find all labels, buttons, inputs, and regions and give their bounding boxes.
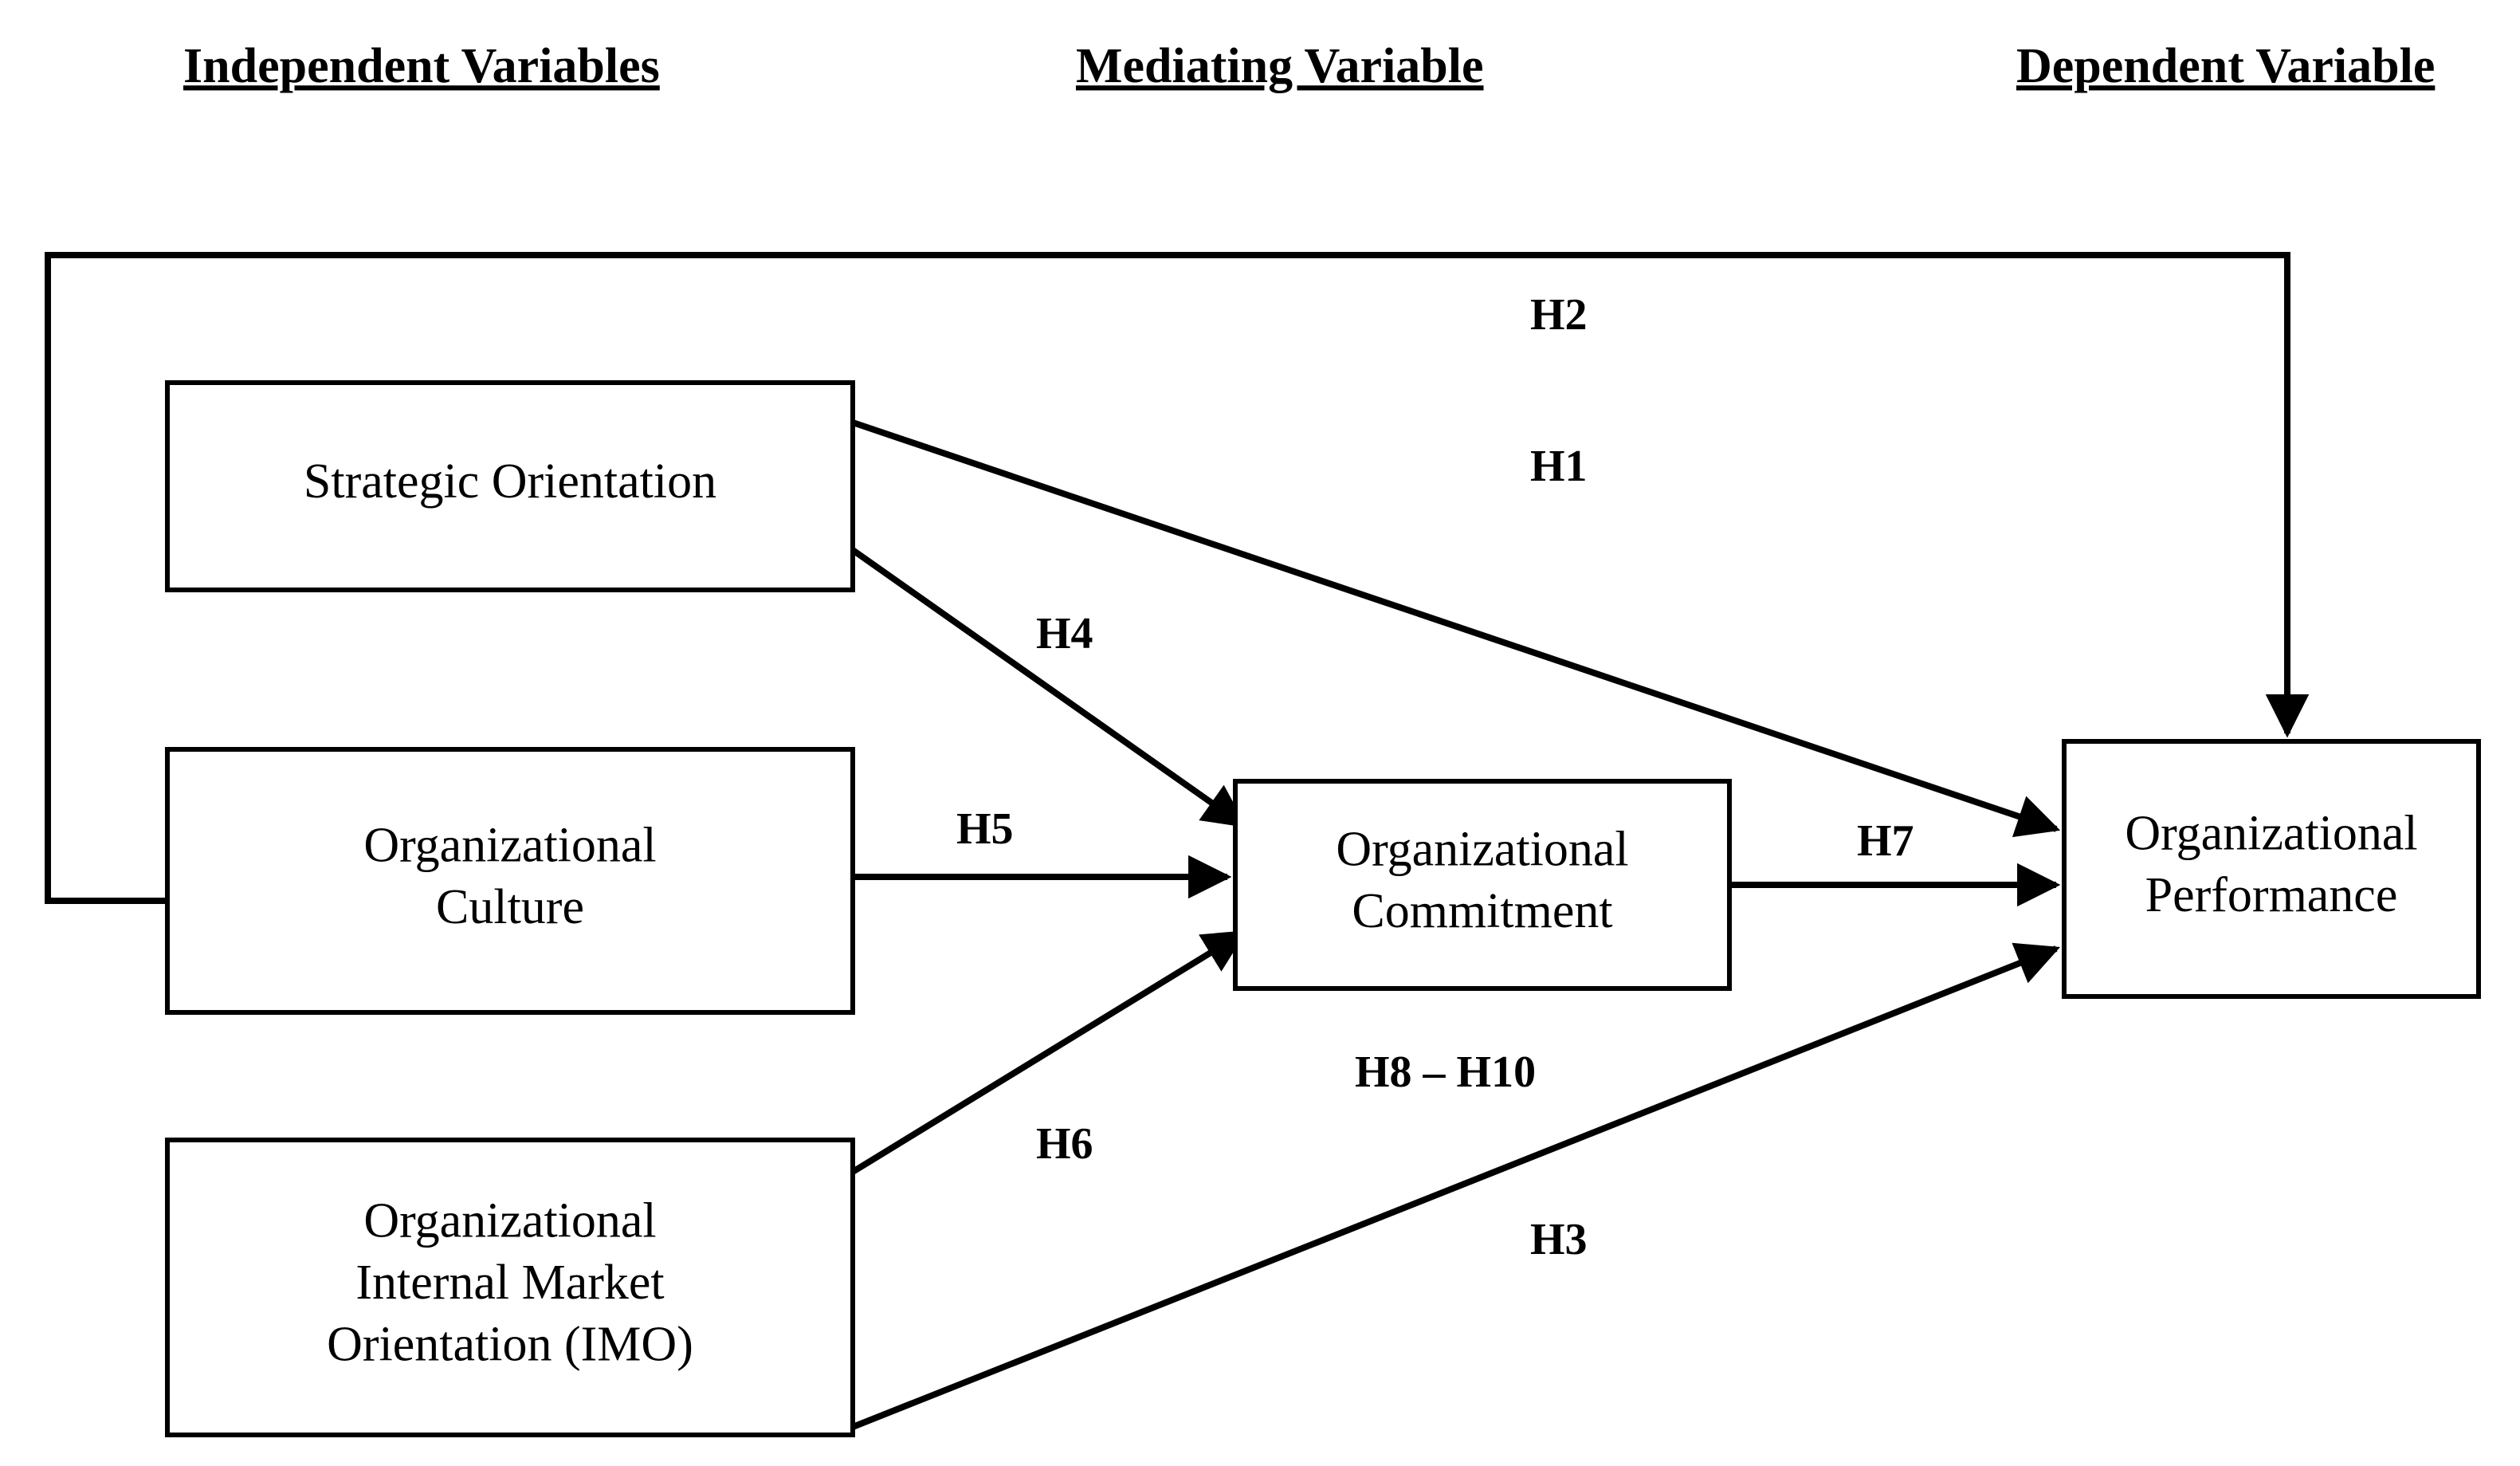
node-commitment-line-1: Commitment [1352,884,1612,938]
node-imo-line-2: Orientation (IMO) [327,1318,693,1372]
heading-mediating: Mediating Variable [1076,39,1484,93]
edge-h4 [853,550,1243,825]
label-h6: H6 [1036,1119,1093,1169]
edge-h3 [853,949,2056,1427]
node-culture-line-0: Organizational [363,818,656,872]
label-h2: H2 [1530,290,1588,340]
heading-independent: Independent Variables [183,39,660,93]
node-culture: Organizational Culture [167,749,853,1012]
label-h5: H5 [956,804,1014,854]
node-commitment: Organizational Commitment [1235,781,1729,988]
node-imo: Organizational Internal Market Orientation… [167,1140,853,1435]
node-imo-line-0: Organizational [363,1194,656,1248]
node-culture-line-1: Culture [436,880,584,934]
label-h8_10: H8 – H10 [1355,1047,1536,1097]
node-performance: Organizational Performance [2064,741,2479,996]
node-imo-line-1: Internal Market [355,1256,664,1310]
label-h4: H4 [1036,609,1093,658]
label-h1: H1 [1530,442,1588,491]
node-strategic: Strategic Orientation [167,383,853,590]
node-commitment-line-0: Organizational [1336,822,1628,876]
heading-dependent: Dependent Variable [2016,39,2435,93]
edge-h1 [853,423,2056,829]
node-strategic-line-0: Strategic Orientation [304,454,716,509]
node-performance-line-0: Organizational [2125,806,2417,860]
label-h3: H3 [1530,1215,1588,1264]
label-h7: H7 [1857,816,1914,866]
node-performance-line-1: Performance [2145,868,2398,922]
